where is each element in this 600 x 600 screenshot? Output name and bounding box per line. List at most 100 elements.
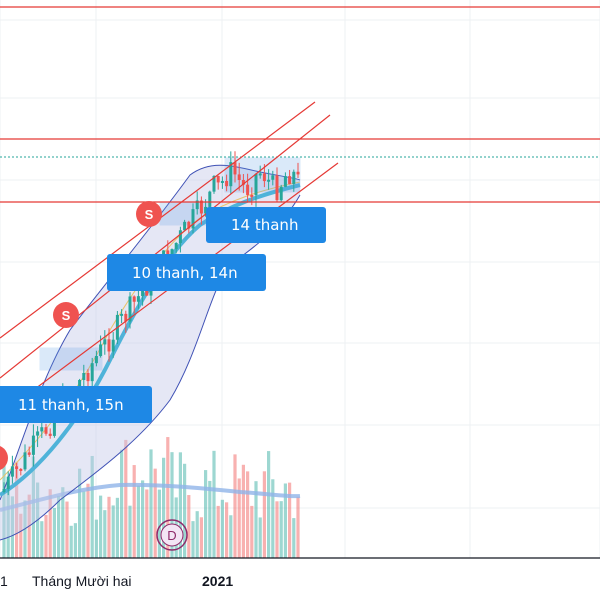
volume-bar bbox=[279, 501, 283, 558]
range-box bbox=[39, 347, 103, 371]
volume-bar bbox=[99, 495, 103, 558]
dividend-marker[interactable]: D bbox=[156, 519, 188, 551]
candle-body bbox=[31, 435, 35, 455]
candle-body bbox=[90, 363, 94, 382]
trend-lines[interactable] bbox=[0, 6, 600, 416]
candle-body bbox=[220, 180, 224, 183]
volume-bar bbox=[187, 495, 191, 558]
candle-body bbox=[237, 174, 241, 180]
volume-bar bbox=[225, 502, 229, 558]
candle-body bbox=[283, 176, 287, 187]
candle-body bbox=[107, 339, 111, 352]
bollinger-lower bbox=[0, 194, 301, 541]
signal-marker-text: S bbox=[62, 308, 71, 323]
volume-bar bbox=[250, 505, 254, 558]
candle-body bbox=[124, 313, 128, 322]
bar-count-label-text: 11 thanh, 15n bbox=[18, 396, 124, 414]
candle-body bbox=[111, 339, 115, 352]
volume-bar bbox=[86, 483, 90, 558]
signal-marker-3[interactable]: S bbox=[0, 445, 8, 471]
volume-bar bbox=[292, 518, 296, 558]
time-axis-tick-1: 1 bbox=[0, 573, 8, 589]
time-axis-tick-2: Tháng Mười hai bbox=[32, 573, 131, 589]
candle-body bbox=[132, 296, 136, 302]
volume-bar bbox=[145, 489, 149, 558]
volume-bar bbox=[170, 452, 174, 558]
volume-bar bbox=[267, 451, 271, 558]
signal-marker-1[interactable]: S bbox=[136, 201, 162, 227]
volume-bar bbox=[52, 507, 56, 558]
volume-bar bbox=[288, 482, 292, 558]
volume-bar bbox=[90, 455, 94, 558]
volume-bar bbox=[6, 480, 10, 558]
candle-body bbox=[258, 173, 262, 176]
volume-bar bbox=[82, 491, 86, 558]
candle-body bbox=[128, 296, 132, 322]
volume-bar bbox=[208, 480, 212, 558]
signal-marker-2[interactable]: S bbox=[53, 302, 79, 328]
volume-bar bbox=[241, 464, 245, 558]
candle-body bbox=[48, 433, 52, 436]
candle-body bbox=[78, 379, 82, 392]
candle-body bbox=[233, 162, 237, 175]
volume-bar bbox=[136, 485, 140, 558]
candle-body bbox=[292, 171, 296, 184]
candle-body bbox=[288, 176, 292, 184]
volume-bar bbox=[153, 468, 157, 558]
volume-bar bbox=[254, 481, 258, 558]
volume-bar bbox=[57, 495, 61, 558]
volume-bar bbox=[31, 456, 35, 558]
candle-body bbox=[40, 427, 44, 432]
volume-bar bbox=[157, 489, 161, 558]
volume-bar bbox=[132, 465, 136, 558]
candle-body bbox=[271, 175, 275, 180]
candle-body bbox=[15, 466, 19, 469]
volume-bar bbox=[69, 525, 73, 558]
volume-bar bbox=[271, 479, 275, 558]
candle-body bbox=[178, 230, 182, 243]
volume-bar bbox=[115, 497, 119, 558]
candle-body bbox=[145, 290, 149, 296]
volume-bar bbox=[40, 521, 44, 558]
candle-body bbox=[10, 466, 14, 477]
candle-body bbox=[191, 209, 195, 229]
bar-count-label-text: 14 thanh bbox=[231, 216, 298, 234]
volume-bar bbox=[94, 519, 98, 558]
volume-bar bbox=[216, 505, 220, 558]
candle-body bbox=[212, 175, 216, 192]
candle-body bbox=[187, 221, 191, 229]
signal-marker-text: S bbox=[145, 207, 154, 222]
volume-bar bbox=[10, 496, 14, 558]
candle-body bbox=[275, 175, 279, 201]
bar-count-label-1[interactable]: 11 thanh, 15n bbox=[0, 386, 152, 423]
volume-bar bbox=[44, 514, 48, 558]
candle-body bbox=[254, 173, 258, 196]
bar-count-label-3[interactable]: 14 thanh bbox=[206, 207, 326, 243]
volume-bar bbox=[195, 511, 199, 558]
volume-bar bbox=[162, 457, 166, 558]
candle-body bbox=[199, 200, 203, 214]
candle-body bbox=[267, 179, 271, 182]
candle-body bbox=[204, 206, 208, 214]
bar-count-label-2[interactable]: 10 thanh, 14n bbox=[107, 254, 266, 291]
volume-bar bbox=[19, 513, 23, 558]
volume-bar bbox=[48, 489, 52, 558]
time-axis-tick-3: 2021 bbox=[202, 573, 233, 589]
candle-body bbox=[296, 171, 300, 175]
candle-body bbox=[262, 173, 266, 182]
candle-body bbox=[6, 476, 10, 490]
candle-body bbox=[229, 162, 233, 187]
candle-body bbox=[136, 296, 140, 302]
candle-body bbox=[19, 468, 23, 471]
volume-bar bbox=[107, 496, 111, 558]
volume-bar bbox=[128, 505, 132, 558]
candle-body bbox=[279, 186, 283, 201]
volume-bar bbox=[166, 437, 170, 558]
volume-bar bbox=[149, 449, 153, 558]
volume-bar bbox=[191, 521, 195, 558]
candle-body bbox=[36, 431, 40, 436]
candle-body bbox=[52, 418, 56, 436]
volume-bar bbox=[15, 461, 19, 558]
